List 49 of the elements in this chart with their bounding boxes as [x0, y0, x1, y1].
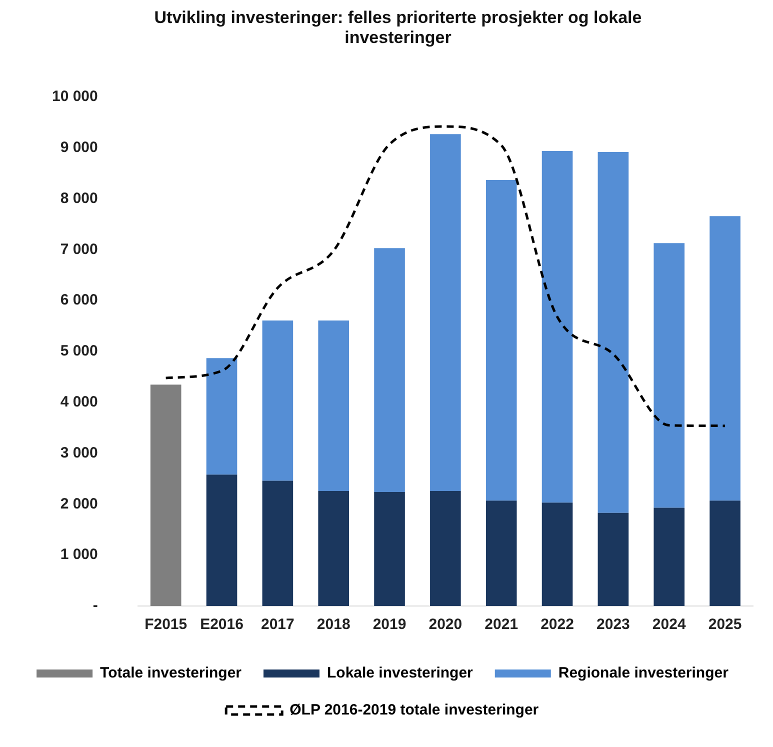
x-tick-label: 2025 — [708, 616, 742, 634]
y-tick-label: 3 000 — [60, 444, 98, 462]
x-tick-label: 2021 — [484, 616, 518, 634]
bar — [318, 320, 350, 491]
line-series — [164, 125, 726, 428]
x-tick-label: 2024 — [652, 616, 686, 634]
y-tick-label: 8 000 — [60, 190, 98, 207]
legend-label: Lokale investeringer — [326, 664, 474, 682]
x-tick-label: 2019 — [372, 616, 406, 634]
bar — [710, 500, 740, 606]
y-tick-label: - — [92, 597, 98, 614]
x-tick-label: 2022 — [540, 616, 574, 634]
bar — [318, 490, 350, 606]
x-tick-label: F2015 — [144, 616, 188, 634]
bar — [654, 508, 685, 606]
legend-label: ØLP 2016-2019 totale investeringer — [290, 702, 539, 719]
x-tick-label: E2016 — [200, 616, 244, 634]
bar — [262, 480, 294, 606]
bar — [710, 216, 740, 501]
bar — [206, 474, 238, 606]
x-tick-label: 2018 — [316, 616, 350, 634]
bar — [150, 384, 182, 606]
y-tick-label: 2 000 — [60, 495, 98, 512]
bar — [374, 248, 405, 492]
bar — [598, 512, 629, 606]
y-tick-label: 9 000 — [60, 139, 98, 156]
bar — [486, 180, 517, 501]
bar — [374, 492, 405, 606]
x-tick-label: 2017 — [260, 616, 294, 634]
y-tick-label: 7 000 — [60, 240, 98, 258]
y-tick-label: 6 000 — [60, 292, 98, 309]
bar — [542, 502, 573, 606]
bar — [598, 152, 629, 513]
x-tick-label: 2020 — [428, 616, 462, 634]
bar — [430, 134, 461, 491]
y-tick-label: 4 000 — [60, 394, 98, 411]
bar — [206, 358, 238, 475]
chart-title: Utvikling investeringer: felles prioriterte prosjekter og lokale investeringer — [153, 8, 643, 48]
bar — [486, 500, 517, 606]
y-tick-label: 5 000 — [60, 342, 98, 360]
y-tick-label: 1 000 — [60, 546, 98, 564]
x-tick-label: 2023 — [596, 616, 630, 634]
bar — [542, 150, 573, 503]
bar — [430, 490, 461, 606]
y-tick-label: 10 000 — [52, 88, 98, 106]
bar — [654, 243, 685, 508]
bar — [262, 320, 294, 481]
legend-label: Regionale investeringer — [558, 664, 729, 682]
legend-label: Totale investeringer — [100, 664, 242, 682]
